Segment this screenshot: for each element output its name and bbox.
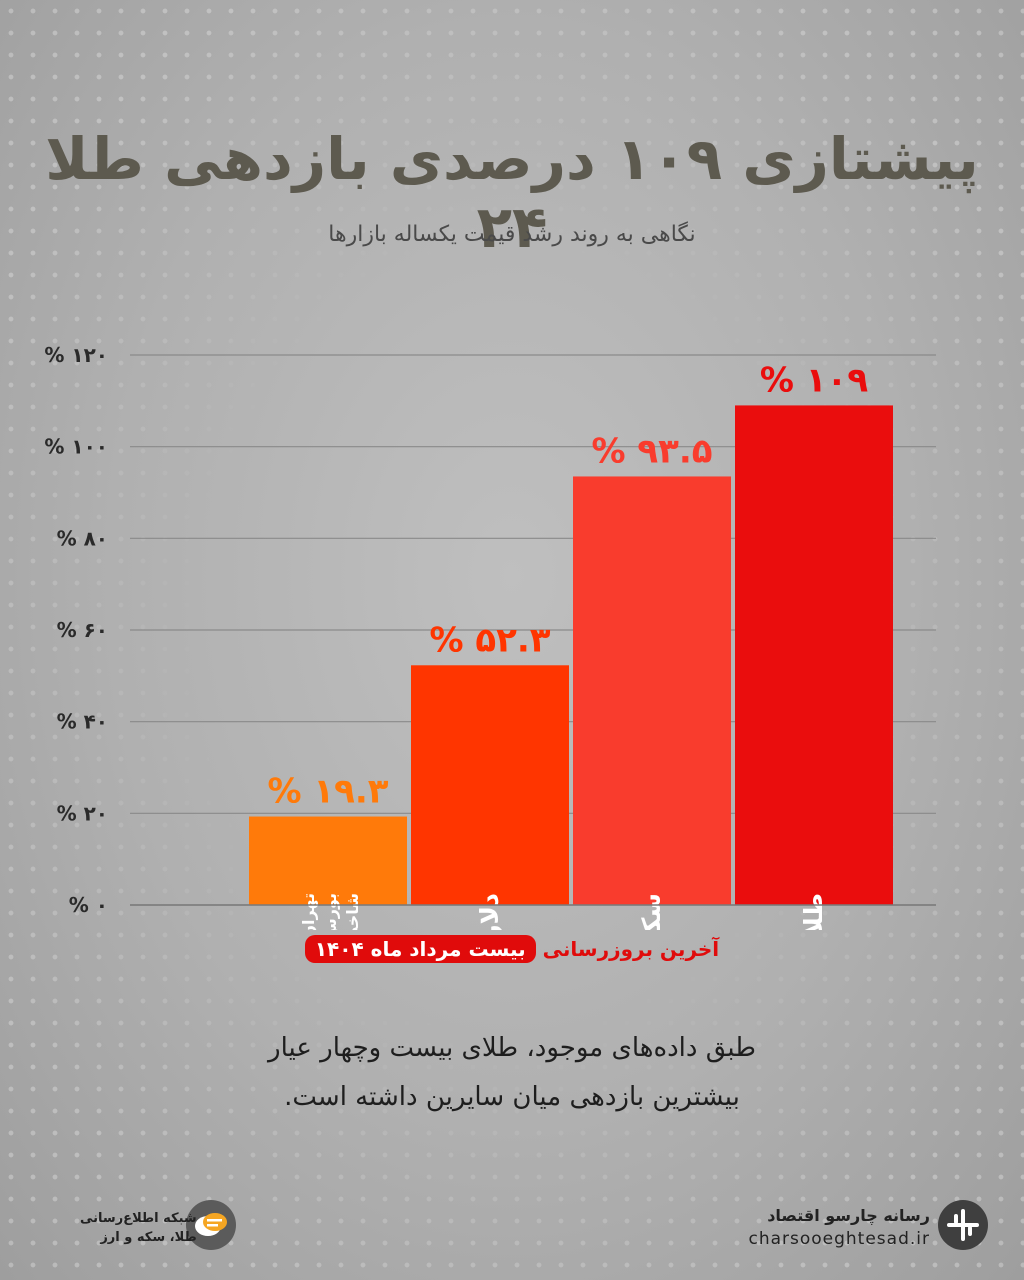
bar-chart: % ۰ % ۲۰ % ۴۰ % ۶۰ % ۸۰ % ۱۰۰ % ۱۲۰ % ۱۹.۳ شاخصب… [44,343,936,930]
bar [573,476,731,905]
page-title: پیشتازی ۱۰۹ درصدی بازدهی طلا ۲۴ [45,125,980,261]
bar [411,665,569,905]
last-update-date-badge: بیست مرداد ماه ۱۴۰۴ [304,935,536,963]
brand-url[interactable]: charsooeghtesad.ir [748,1229,930,1249]
page-subtitle: نگاهی به روند رشد قیمت یکساله بازارها [328,222,696,247]
network-block: شبکه اطلاع‌رسانی طلا، سکه و ارز [80,1210,197,1248]
bar-category-label: سکه تمام بهار آزادی [636,893,667,930]
conclusion-line-2: بیشترین بازدهی میان سایرین داشته است. [284,1082,740,1113]
bar-value-label: % ۱۰۹ [760,360,868,400]
bar-value-label: % ۵۲.۳ [429,620,550,660]
brand-name: رسانه چارسو اقتصاد [767,1206,930,1225]
conclusion-note: طبق داده‌های موجود، طلای بیست وچهار عیار… [0,1024,1024,1123]
conclusion-line-1: طبق داده‌های موجود، طلای بیست وچهار عیار [268,1033,756,1063]
last-update-prefix: آخرین بروزرسانی [542,937,720,961]
y-tick-label: % ۲۰ [57,801,108,825]
bar-category-label: بورس [321,893,340,930]
y-tick-label: % ۰ [69,893,108,917]
bar-category-label: شاخص [343,893,362,930]
charsoo-logo-icon [938,1200,988,1250]
y-tick-label: % ۱۰۰ [44,435,108,459]
last-update: آخرین بروزرسانی بیست مرداد ماه ۱۴۰۴ [0,935,1024,963]
network-line-2: طلا، سکه و ارز [100,1229,197,1245]
bar-value-label: % ۹۳.۵ [591,431,712,471]
network-line-1: شبکه اطلاع‌رسانی [80,1211,197,1226]
brand-block: رسانه چارسو اقتصاد charsooeghtesad.ir [748,1206,930,1249]
bar [735,405,893,905]
y-tick-label: % ۴۰ [57,710,108,734]
chat-bubbles-icon [186,1200,236,1250]
bar-category-label: طلای بیست و چهار عیار [799,893,829,930]
bar-category-label: تهران [299,893,318,930]
y-tick-label: % ۱۲۰ [44,343,108,367]
bar-value-label: % ۱۹.۳ [267,772,388,812]
y-tick-label: % ۶۰ [57,618,108,642]
bar-category-label: دلار [475,893,504,930]
y-tick-label: % ۸۰ [57,526,108,550]
bar [249,816,407,905]
